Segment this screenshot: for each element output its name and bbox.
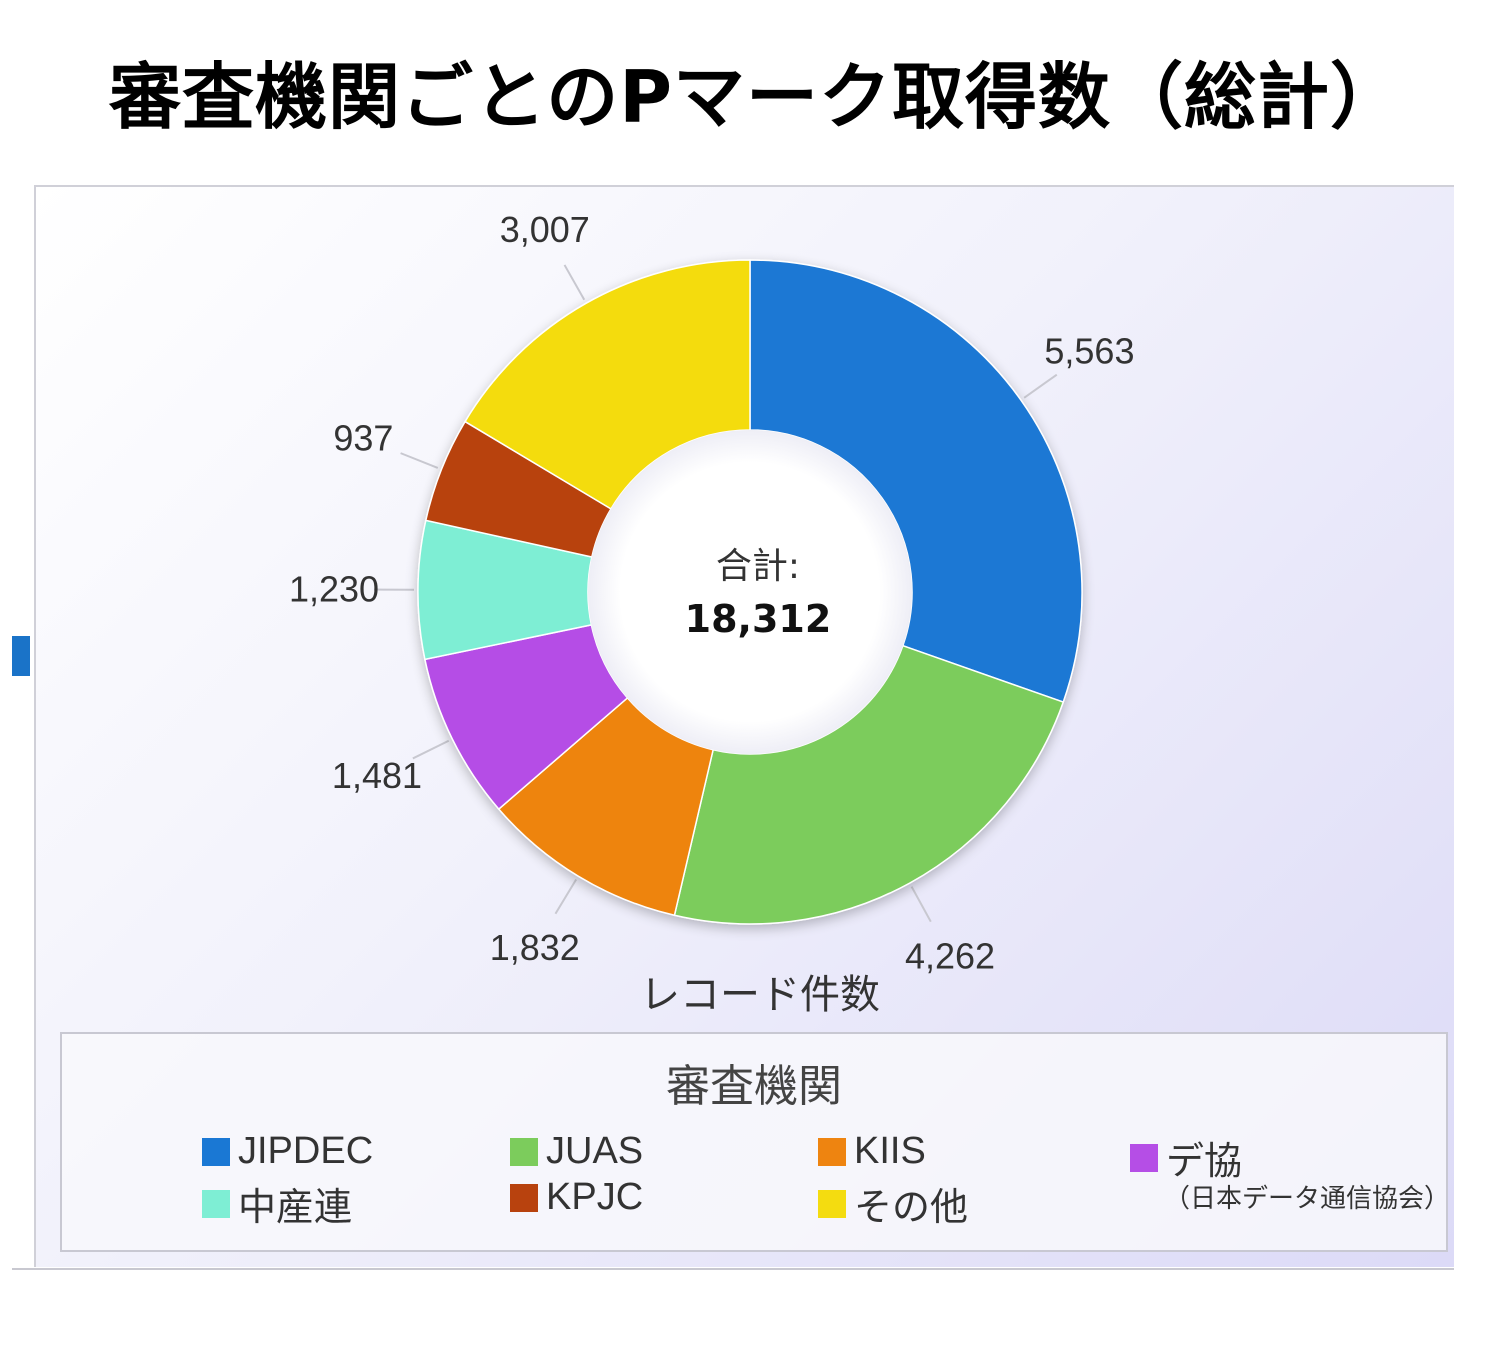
bottom-rule [12,1268,1454,1270]
value-labels: 5,563 4,262 1,832 1,481 1,230 937 3,007 [289,209,1135,977]
value-label-KIIS: 1,832 [490,927,580,968]
value-label-中産連: 1,230 [289,568,379,609]
legend-label: JIPDEC [238,1130,374,1172]
slice-JIPDEC[interactable] [749,259,1083,704]
leader-lines [374,264,1058,923]
value-label-デ協: 1,481 [332,755,422,796]
legend-item-chusanren[interactable]: 中産連 [202,1176,352,1231]
value-label-KPJC: 937 [333,417,393,458]
legend-item-kiis[interactable]: KIIS [818,1130,926,1173]
legend-item-kpjc[interactable]: KPJC [510,1176,643,1219]
slices [417,259,1083,925]
legend-swatch [818,1137,846,1166]
legend-swatch [510,1183,538,1212]
value-label-その他: 3,007 [500,209,590,250]
legend-swatch [1130,1143,1158,1172]
leader-line [554,879,577,915]
legend-item-dekyo[interactable]: デ協 [1130,1130,1242,1185]
legend-item-juas[interactable]: JUAS [510,1130,643,1173]
page-title: 審査機関ごとのPマーク取得数（総計） [108,55,1404,139]
legend-swatch [510,1137,538,1166]
legend-label: KIIS [854,1130,926,1172]
record-count-label: レコード件数 [640,972,880,1018]
center-caption: 合計: [716,546,800,587]
leader-line [1023,373,1058,399]
legend-label: JUAS [546,1130,644,1172]
legend: 審査機関 JIPDEC JUAS KIIS デ協 中産連 KPJC その他 （日… [60,1032,1451,1252]
legend-label: KPJC [546,1176,644,1218]
legend-swatch [818,1189,846,1218]
value-label-JIPDEC: 5,563 [1044,331,1134,372]
legend-label: その他 [854,1187,969,1229]
legend-label: デ協 [1166,1141,1243,1183]
legend-item-jipdec[interactable]: JIPDEC [202,1130,373,1173]
legend-label: 中産連 [238,1187,353,1229]
legend-title: 審査機関 [666,1061,842,1112]
leader-line [412,739,450,760]
legend-note: （日本データ通信協会） [1164,1184,1451,1214]
legend-swatch [202,1137,230,1166]
leader-line [910,886,932,923]
leader-line [563,264,586,301]
leader-line [400,452,439,469]
side-marker [12,636,30,676]
donut-hole [588,430,912,754]
legend-item-other[interactable]: その他 [818,1176,968,1231]
value-label-JUAS: 4,262 [905,936,995,977]
center-total: 18,312 [685,597,832,641]
legend-swatch [202,1189,230,1218]
